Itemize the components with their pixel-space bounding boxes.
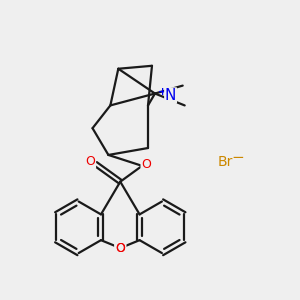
Text: −: − <box>231 150 244 165</box>
Text: O: O <box>115 242 125 255</box>
Text: O: O <box>141 158 151 171</box>
Text: N: N <box>165 88 176 103</box>
Text: O: O <box>85 155 95 168</box>
Text: O: O <box>115 242 125 255</box>
Text: +: + <box>158 86 167 97</box>
Text: Br: Br <box>218 155 233 169</box>
Text: O: O <box>115 242 125 255</box>
